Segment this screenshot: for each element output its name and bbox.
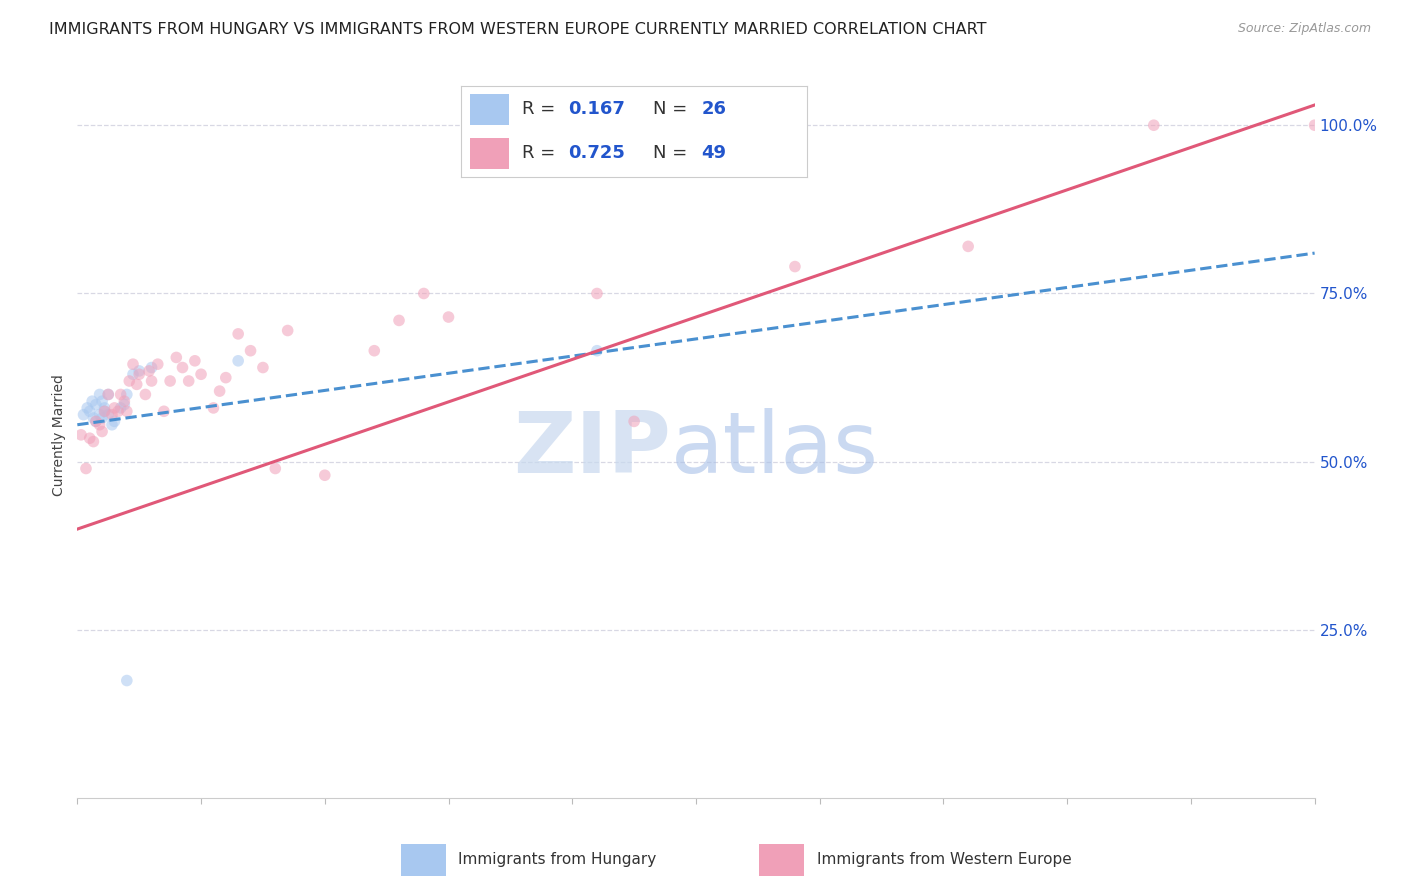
Point: [957, 239, 980, 253]
Point: [89, 387, 111, 401]
Text: 100.0%: 100.0%: [1257, 831, 1315, 846]
Point: [84, 414, 107, 428]
Point: [82, 394, 104, 409]
Point: [101, 408, 124, 422]
Point: [226, 326, 249, 341]
Point: [97, 387, 120, 401]
Point: [153, 404, 176, 418]
Text: Immigrants from Western Europe: Immigrants from Western Europe: [817, 853, 1071, 867]
Point: [115, 673, 138, 688]
Text: Source: ZipAtlas.com: Source: ZipAtlas.com: [1237, 22, 1371, 36]
Point: [112, 398, 135, 412]
Point: [107, 404, 129, 418]
Point: [118, 374, 141, 388]
Point: [101, 417, 124, 432]
Point: [93, 404, 115, 418]
Point: [586, 343, 609, 358]
Point: [115, 404, 138, 418]
Point: [110, 401, 132, 415]
Point: [93, 401, 115, 415]
Point: [91, 425, 114, 439]
Point: [79, 431, 101, 445]
Point: [586, 286, 609, 301]
Point: [79, 404, 101, 418]
Point: [1143, 118, 1166, 132]
Point: [110, 387, 132, 401]
Point: [363, 343, 385, 358]
Point: [125, 377, 148, 392]
Point: [93, 404, 115, 418]
Text: IMMIGRANTS FROM HUNGARY VS IMMIGRANTS FROM WESTERN EUROPE CURRENTLY MARRIED CORR: IMMIGRANTS FROM HUNGARY VS IMMIGRANTS FR…: [49, 22, 987, 37]
Point: [412, 286, 434, 301]
Point: [141, 360, 163, 375]
Point: [115, 387, 138, 401]
Point: [89, 417, 111, 432]
Point: [91, 394, 114, 409]
Point: [97, 387, 120, 401]
Text: ZIP: ZIP: [513, 408, 671, 491]
Point: [138, 364, 160, 378]
Text: Immigrants from Hungary: Immigrants from Hungary: [458, 853, 657, 867]
Point: [75, 461, 97, 475]
Point: [122, 368, 145, 382]
Bar: [401, 844, 446, 876]
Point: [128, 364, 150, 378]
Point: [141, 374, 163, 388]
Point: [215, 370, 238, 384]
Point: [172, 360, 194, 375]
Point: [89, 408, 111, 422]
Text: 0.0%: 0.0%: [77, 831, 117, 846]
Point: [97, 408, 120, 422]
Y-axis label: Currently Married: Currently Married: [52, 374, 66, 496]
Point: [190, 368, 212, 382]
Point: [76, 401, 98, 415]
Point: [122, 357, 145, 371]
Point: [84, 398, 107, 412]
Point: [437, 310, 460, 324]
Point: [226, 353, 249, 368]
Point: [82, 434, 104, 449]
Point: [1303, 118, 1326, 132]
Point: [112, 394, 135, 409]
Point: [388, 313, 411, 327]
Point: [239, 343, 262, 358]
Point: [146, 357, 169, 371]
Point: [783, 260, 806, 274]
Point: [184, 353, 207, 368]
Point: [623, 414, 645, 428]
Point: [70, 428, 93, 442]
Point: [128, 368, 150, 382]
Point: [134, 387, 156, 401]
Point: [202, 401, 225, 415]
Point: [208, 384, 231, 398]
Point: [91, 411, 114, 425]
Point: [82, 411, 104, 425]
Point: [165, 351, 187, 365]
Text: atlas: atlas: [671, 408, 879, 491]
Point: [103, 401, 125, 415]
Point: [252, 360, 274, 375]
Bar: [759, 844, 804, 876]
Point: [72, 408, 94, 422]
Point: [84, 414, 107, 428]
Point: [159, 374, 181, 388]
Point: [264, 461, 287, 475]
Point: [277, 324, 299, 338]
Point: [103, 414, 125, 428]
Point: [314, 468, 336, 483]
Point: [177, 374, 200, 388]
